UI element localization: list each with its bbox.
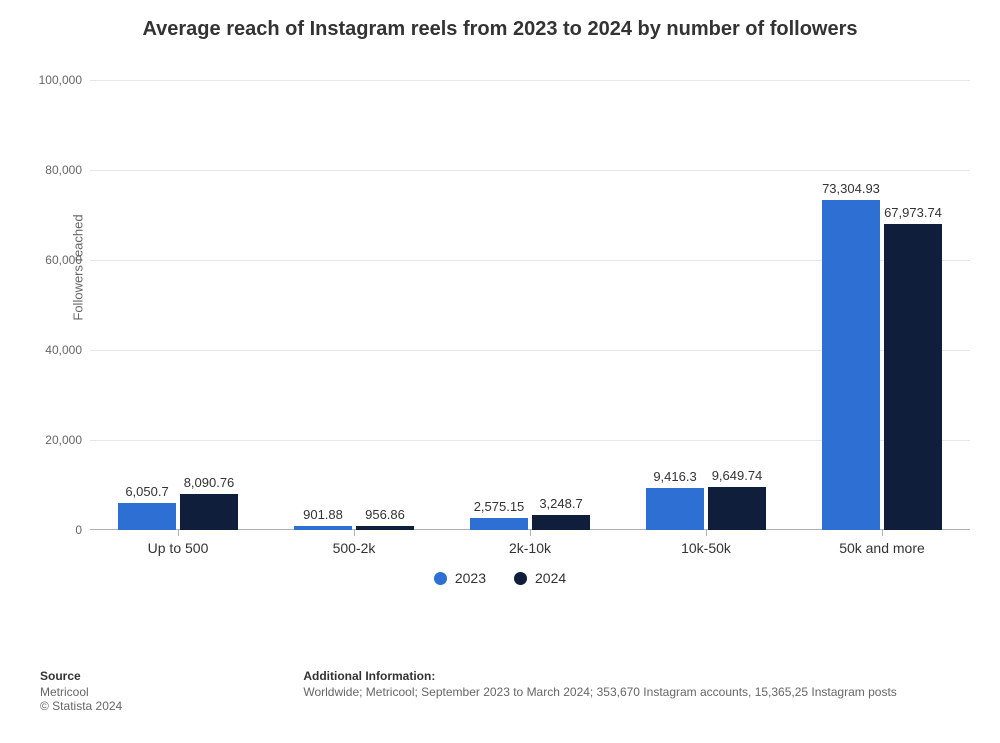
bar: 3,248.7 (532, 515, 590, 530)
source-heading: Source (40, 669, 300, 683)
y-tick-label: 40,000 (45, 343, 90, 357)
y-tick-label: 0 (75, 523, 90, 537)
footer: Source Metricool © Statista 2024 Additio… (40, 669, 960, 713)
bar-value-label: 67,973.74 (843, 205, 983, 224)
bar-value-label: 73,304.93 (781, 181, 921, 200)
x-tick-label: 500-2k (266, 530, 442, 556)
bar-group: 6,050.78,090.76Up to 500 (90, 80, 266, 530)
bar: 2,575.15 (470, 518, 528, 530)
bar: 9,416.3 (646, 488, 704, 530)
bar-group: 901.88956.86500-2k (266, 80, 442, 530)
bar-value-label: 3,248.7 (491, 496, 631, 515)
bar: 8,090.76 (180, 494, 238, 530)
x-tick-label: Up to 500 (90, 530, 266, 556)
bar-value-label: 9,649.74 (667, 468, 807, 487)
x-tick-label: 2k-10k (442, 530, 618, 556)
legend-label: 2023 (455, 570, 486, 586)
legend-label: 2024 (535, 570, 566, 586)
y-tick-label: 80,000 (45, 163, 90, 177)
bar: 6,050.7 (118, 503, 176, 530)
x-tick-label: 50k and more (794, 530, 970, 556)
legend-item: 2024 (514, 570, 566, 586)
legend: 2023 2024 (0, 570, 1000, 588)
plot-area: 020,00040,00060,00080,000100,0006,050.78… (90, 80, 970, 530)
bar: 73,304.93 (822, 200, 880, 530)
y-tick-label: 60,000 (45, 253, 90, 267)
chart-container: Average reach of Instagram reels from 20… (0, 0, 1000, 743)
footer-additional: Additional Information: Worldwide; Metri… (303, 669, 896, 699)
bar: 67,973.74 (884, 224, 942, 530)
bar-group: 9,416.39,649.7410k-50k (618, 80, 794, 530)
copyright: © Statista 2024 (40, 699, 300, 713)
y-axis-label: Followers reached (71, 214, 86, 320)
bar-group: 2,575.153,248.72k-10k (442, 80, 618, 530)
y-tick-label: 20,000 (45, 433, 90, 447)
chart-title: Average reach of Instagram reels from 20… (0, 0, 1000, 41)
additional-text: Worldwide; Metricool; September 2023 to … (303, 685, 896, 699)
legend-swatch (434, 572, 447, 585)
legend-swatch (514, 572, 527, 585)
legend-item: 2023 (434, 570, 486, 586)
y-tick-label: 100,000 (39, 73, 90, 87)
bar-value-label: 8,090.76 (139, 475, 279, 494)
source-name: Metricool (40, 685, 300, 699)
bar-group: 73,304.9367,973.7450k and more (794, 80, 970, 530)
footer-source: Source Metricool © Statista 2024 (40, 669, 300, 713)
x-tick-label: 10k-50k (618, 530, 794, 556)
bar: 9,649.74 (708, 487, 766, 530)
additional-heading: Additional Information: (303, 669, 896, 683)
